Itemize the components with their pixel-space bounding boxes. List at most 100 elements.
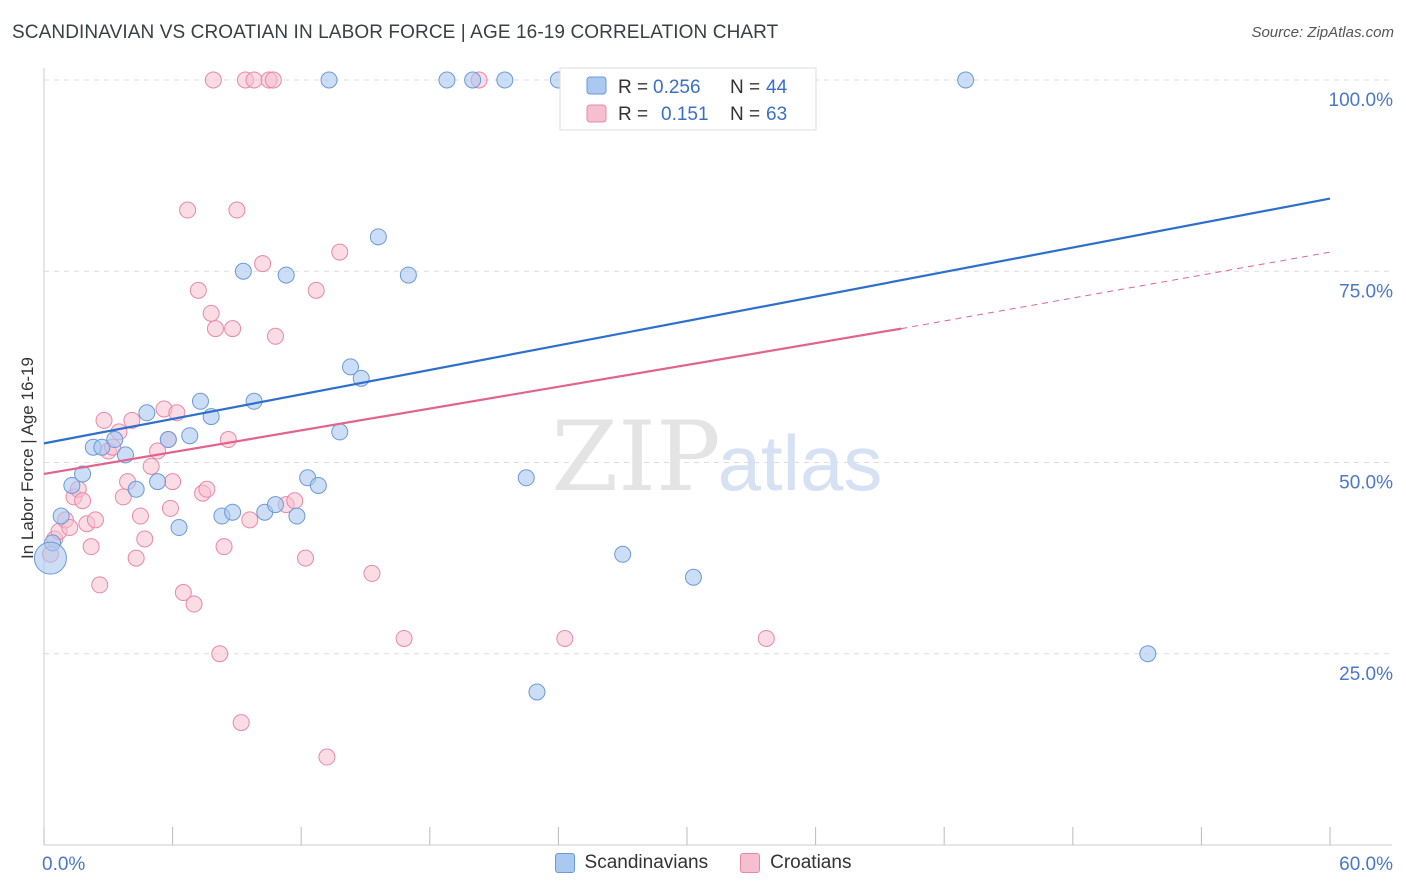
croatians-point [123,411,141,429]
scandinavians-point [957,71,975,89]
scandinavians-point [309,476,327,494]
chart-title: SCANDINAVIAN VS CROATIAN IN LABOR FORCE … [12,22,779,43]
scandinavians-point [438,71,456,89]
scandinavians-point [63,476,81,494]
croatians-point [86,511,104,529]
croatians-point [127,549,145,567]
scandinavians-point [528,683,546,701]
croatians-point [286,492,304,510]
croatians-point [215,538,233,556]
croatians-point [219,431,237,449]
scandinavians-point [191,392,209,410]
croatians-trend-extension [901,251,1331,330]
scandinavians-point [320,71,338,89]
croatians-point [556,629,574,647]
watermark: ZIP atlas [551,401,882,513]
croatians-point [142,457,160,475]
y-tick-label: 75.0% [1339,281,1393,302]
scandinavians-point [234,262,252,280]
croatians-point [164,473,182,491]
croatians-point [161,499,179,517]
scandinavians-point [149,473,167,491]
croatians-point [318,748,336,766]
legend-swatch-blue [586,76,607,95]
scandinavians-point [159,431,177,449]
scandinavians-point [341,358,359,376]
tick-labels: 25.0% 50.0% 75.0% 100.0% 0.0% 60.0% [42,90,1393,875]
scandinavians-trend-line [43,197,1331,445]
watermark-atlas: atlas [718,419,883,507]
scandinavians-point [614,545,632,563]
scandinavians-point [369,228,387,246]
stats-n-value-2: 63 [766,104,787,125]
scandinavians-point [684,568,702,586]
croatians-point [245,71,263,89]
scandinavians-point [288,507,306,525]
axes [43,68,1392,846]
scandinavians-point [170,519,188,537]
croatians-point [224,320,242,338]
croatians-point [241,511,259,529]
y-tick-label: 50.0% [1339,473,1393,494]
legend-item-croatians[interactable]: Croatians [740,852,851,874]
croatians-point [136,530,154,548]
croatians-point [296,549,314,567]
stats-n-label-1: N = [730,77,760,98]
croatians-point [228,201,246,219]
croatians-point [757,629,775,647]
croatians-point [174,584,192,602]
scandinavians-point [1139,645,1157,663]
croatians-point [189,281,207,299]
croatians-point [211,645,229,663]
croatians-point [95,411,113,429]
legend-swatch-scandinavians [554,853,575,873]
croatians-point [266,327,284,345]
stats-legend: R = 0.256 N = 44 R = 0.151 N = 63 [559,67,817,131]
scandinavians-point [277,266,295,284]
croatians-point [185,595,203,613]
scandinavians-point [33,541,67,575]
trend-lines [43,197,1331,476]
croatians-point [395,629,413,647]
legend-label-croatians: Croatians [770,852,852,873]
watermark-zip: ZIP [551,401,720,513]
croatians-point [264,71,282,89]
stats-r-label-1: R = [618,77,648,98]
stats-r-value-2: 0.151 [661,104,709,125]
croatians-point [131,507,149,525]
croatians-point [74,492,92,510]
scandinavians-point [127,480,145,498]
legend-item-scandinavians[interactable]: Scandinavians [554,852,709,874]
croatians-point [198,480,216,498]
x-tick-label: 60.0% [1339,854,1393,875]
scandinavians-point [224,503,242,521]
croatians-point [232,714,250,732]
scandinavians-point [181,427,199,445]
croatians-point [91,576,109,594]
y-tick-label: 25.0% [1339,664,1393,685]
series-legend: Scandinavians Croatians [0,852,1406,874]
scandinavians-point [138,404,156,422]
croatians-point [202,304,220,322]
scandinavians-point [52,507,70,525]
croatians-point [82,538,100,556]
croatians-point [204,71,222,89]
scandinavians-point [106,431,124,449]
y-tick-label: 100.0% [1329,90,1394,111]
croatians-point [307,281,325,299]
legend-swatch-croatians [740,853,761,873]
grid-lines [44,79,1392,655]
scandinavians-point [74,465,92,483]
source-label: Source: ZipAtlas.com [1251,24,1394,41]
stats-n-label-2: N = [730,104,760,125]
legend-label-scandinavians: Scandinavians [584,852,709,873]
scandinavians-point [496,71,514,89]
stats-r-label-2: R = [618,104,648,125]
croatians-point [254,255,272,273]
scandinavians-point [517,469,535,487]
legend-swatch-pink [586,104,607,123]
stats-r-value-1: 0.256 [653,77,701,98]
scandinavians-point [331,423,349,441]
scandinavians-point [399,266,417,284]
croatians-point [363,564,381,582]
